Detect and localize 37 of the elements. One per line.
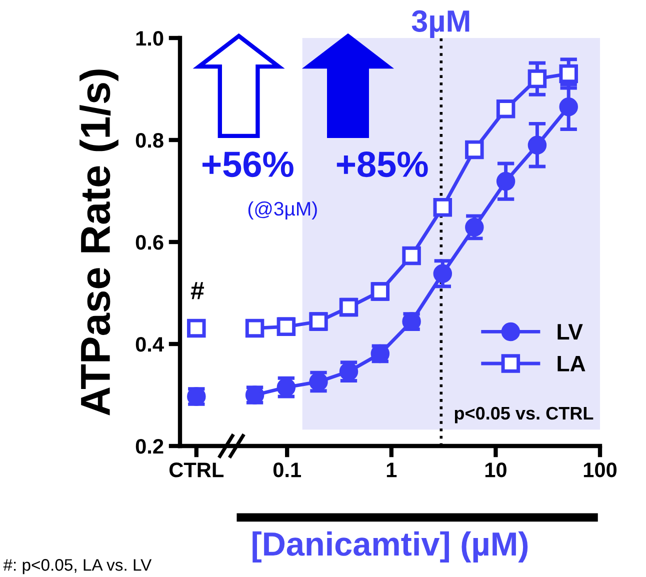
point [370, 282, 390, 301]
point [559, 97, 578, 116]
y-tick-label: 0.8 [136, 133, 164, 148]
point [309, 312, 328, 331]
point [559, 64, 578, 84]
point [465, 218, 484, 237]
x-tick-label: 0.1 [273, 462, 302, 478]
y-tick-label: 1.0 [136, 31, 164, 46]
legend-label: LA [558, 356, 586, 372]
annotation: (@3µM) [248, 201, 317, 220]
x-tick-label: CTRL [169, 462, 224, 478]
y-tick-label: 0.6 [136, 235, 164, 250]
x-tick-label: 100 [584, 462, 617, 478]
point [433, 198, 452, 217]
annotation: # [190, 282, 204, 300]
point [402, 246, 421, 266]
x-tick-label: 1 [386, 462, 397, 478]
text: #: p<0.05, LA vs. LV [3, 559, 152, 574]
y-tick-label: 0.2 [136, 439, 164, 454]
point [496, 172, 516, 191]
y-axis-title: ATPase Rate (1/s) [80, 70, 118, 416]
point [339, 298, 358, 317]
point [496, 100, 516, 118]
annotation: p<0.05 vs. CTRL [454, 406, 594, 424]
point [245, 318, 264, 338]
annotation: +56% [202, 152, 294, 178]
point [465, 140, 484, 160]
x-axis-title: [Danicamtiv] (µM) [252, 531, 528, 562]
point [528, 136, 547, 154]
annotation: +85% [336, 152, 428, 178]
ref-line-label: 3µM [412, 10, 470, 38]
legend-label: LV [558, 324, 583, 340]
point [528, 69, 547, 88]
x-tick-label: 10 [485, 462, 506, 478]
point [276, 317, 296, 336]
y-tick-label: 0.4 [136, 337, 164, 352]
point [433, 264, 452, 283]
